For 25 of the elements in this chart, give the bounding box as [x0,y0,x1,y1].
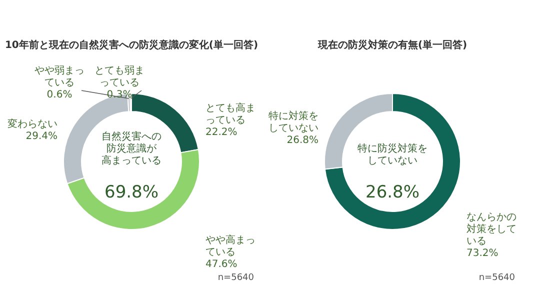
slice-label: なんらかの対策をしている [466,212,516,248]
data-label: 0.6% [46,90,72,100]
slice-label: とても弱まっている [94,66,144,88]
slice-label: 変わらない [8,118,58,130]
text: 高まっている [102,154,162,166]
chart-title: 10年前と現在の自然災害への防災意識の変化(単一回答) [4,39,258,51]
data-label: 47.6% [206,259,238,270]
text: 自然災害への [102,130,162,142]
text: n=5640 [478,273,516,283]
chart-title: 現在の防災対策の有無(単一回答) [316,39,468,51]
text: n=5640 [218,273,254,283]
donut-slice [324,93,461,230]
text: 特に防災対策を [358,142,428,154]
data-label: 73.2% [466,248,498,260]
text: 防災意識が [106,142,158,154]
data-label: 26.8% [286,134,318,146]
text: 69.8% [104,182,159,202]
data-label: 29.4% [26,131,58,142]
slice-label: 特に対策をしていない [268,110,318,134]
slice-label: やや高まっている [206,234,256,258]
text: していない [368,156,418,166]
text: 26.8% [365,182,420,202]
slice-label: とても高まっている [206,102,256,126]
slice-label: やや弱まっている [34,66,84,88]
data-label: 22.2% [206,127,238,138]
